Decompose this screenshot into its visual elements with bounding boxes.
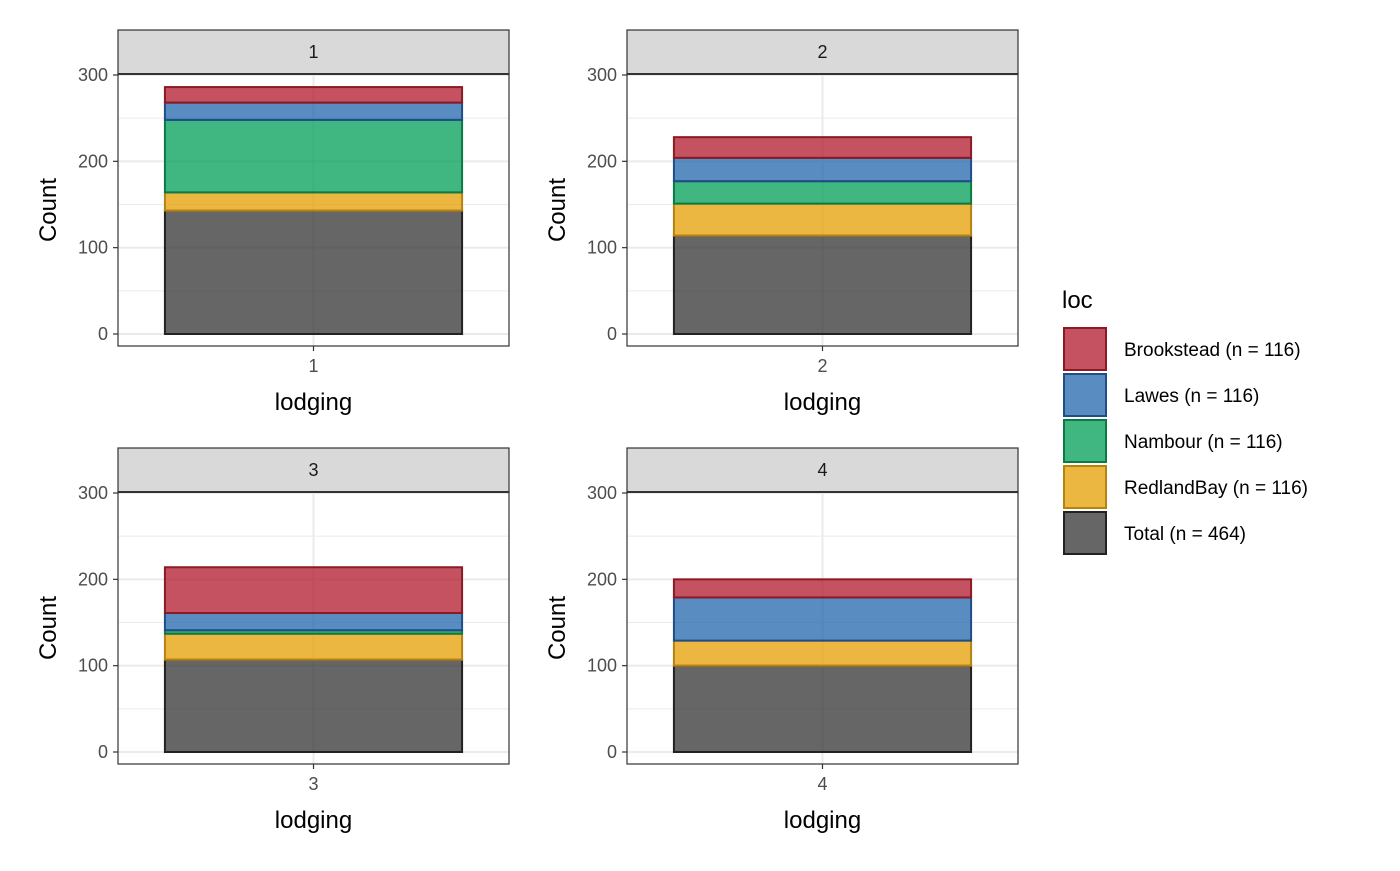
x-tick-label: 1 bbox=[308, 356, 318, 376]
legend-label-redlandbay: RedlandBay (n = 116) bbox=[1124, 478, 1308, 499]
x-axis-title: lodging bbox=[784, 389, 861, 416]
strip-label: 4 bbox=[817, 460, 827, 480]
y-axis-title: Count bbox=[35, 596, 62, 660]
legend-key-nambour bbox=[1063, 419, 1107, 463]
bar-segment-brookstead bbox=[163, 86, 464, 104]
y-tick-label: 0 bbox=[98, 324, 108, 344]
y-tick-label: 200 bbox=[587, 569, 617, 589]
y-tick-label: 300 bbox=[78, 65, 108, 85]
y-tick-label: 100 bbox=[78, 238, 108, 258]
bar-segment-nambour bbox=[163, 118, 464, 194]
bar-segment-total bbox=[163, 209, 464, 335]
legend-label-lawes: Lawes (n = 116) bbox=[1124, 386, 1259, 407]
bar-segment-nambour bbox=[672, 180, 973, 205]
y-tick-label: 100 bbox=[587, 238, 617, 258]
bar-segment-total bbox=[163, 658, 464, 754]
panel-2: 2 0 100 200 300 2 lodging Count bbox=[544, 29, 1019, 416]
y-axis-title: Count bbox=[35, 178, 62, 242]
bar-segment-brookstead bbox=[672, 136, 973, 159]
bar-segment-redlandbay bbox=[163, 191, 464, 212]
legend: loc Brookstead (n = 116) Lawes (n = 116) Na… bbox=[1062, 287, 1308, 555]
y-tick-label: 300 bbox=[78, 483, 108, 503]
legend-key-total bbox=[1063, 511, 1107, 555]
bar-segment-brookstead bbox=[163, 566, 464, 615]
y-tick-label: 100 bbox=[587, 656, 617, 676]
strip-background bbox=[117, 29, 510, 75]
bar-segment-brookstead bbox=[672, 578, 973, 599]
y-tick-label: 0 bbox=[98, 742, 108, 762]
y-tick-label: 0 bbox=[607, 324, 617, 344]
x-axis-title: lodging bbox=[275, 807, 352, 834]
y-tick-label: 300 bbox=[587, 483, 617, 503]
y-axis-title: Count bbox=[544, 596, 571, 660]
y-tick-label: 200 bbox=[587, 151, 617, 171]
panel-3: 3 0 100 200 300 3 lodging Count bbox=[35, 447, 510, 834]
legend-label-total: Total (n = 464) bbox=[1124, 524, 1246, 545]
x-axis-title: lodging bbox=[784, 807, 861, 834]
x-tick-label: 4 bbox=[817, 774, 827, 794]
y-tick-label: 300 bbox=[587, 65, 617, 85]
bar-segment-redlandbay bbox=[672, 202, 973, 237]
y-tick-label: 200 bbox=[78, 569, 108, 589]
strip-background bbox=[117, 447, 510, 493]
legend-label-brookstead: Brookstead (n = 116) bbox=[1124, 340, 1301, 361]
panel-4: 4 0 100 200 300 4 lodging Count bbox=[544, 447, 1019, 834]
y-tick-label: 200 bbox=[78, 151, 108, 171]
strip-label: 1 bbox=[308, 42, 318, 62]
bar-segment-redlandbay bbox=[163, 632, 464, 661]
y-axis-title: Count bbox=[544, 178, 571, 242]
strip-background bbox=[626, 29, 1019, 75]
legend-label-nambour: Nambour (n = 116) bbox=[1124, 432, 1283, 453]
y-tick-label: 0 bbox=[607, 742, 617, 762]
bar-segment-lawes bbox=[672, 596, 973, 642]
bar-segment-lawes bbox=[163, 101, 464, 121]
strip-background bbox=[626, 447, 1019, 493]
legend-key-redlandbay bbox=[1063, 465, 1107, 509]
bar-segment-total bbox=[672, 234, 973, 335]
legend-key-lawes bbox=[1063, 373, 1107, 417]
y-tick-label: 100 bbox=[78, 656, 108, 676]
legend-key-brookstead bbox=[1063, 327, 1107, 371]
panel-1: 1 0 100 200 300 1 lodging Count bbox=[35, 29, 510, 416]
x-tick-label: 3 bbox=[308, 774, 318, 794]
legend-title: loc bbox=[1062, 287, 1093, 314]
x-tick-label: 2 bbox=[817, 356, 827, 376]
x-axis-title: lodging bbox=[275, 389, 352, 416]
bar-segment-total bbox=[672, 664, 973, 754]
bar-segment-lawes bbox=[672, 156, 973, 183]
bar-segment-lawes bbox=[163, 612, 464, 632]
bar-segment-redlandbay bbox=[672, 639, 973, 667]
strip-label: 2 bbox=[817, 42, 827, 62]
strip-label: 3 bbox=[308, 460, 318, 480]
